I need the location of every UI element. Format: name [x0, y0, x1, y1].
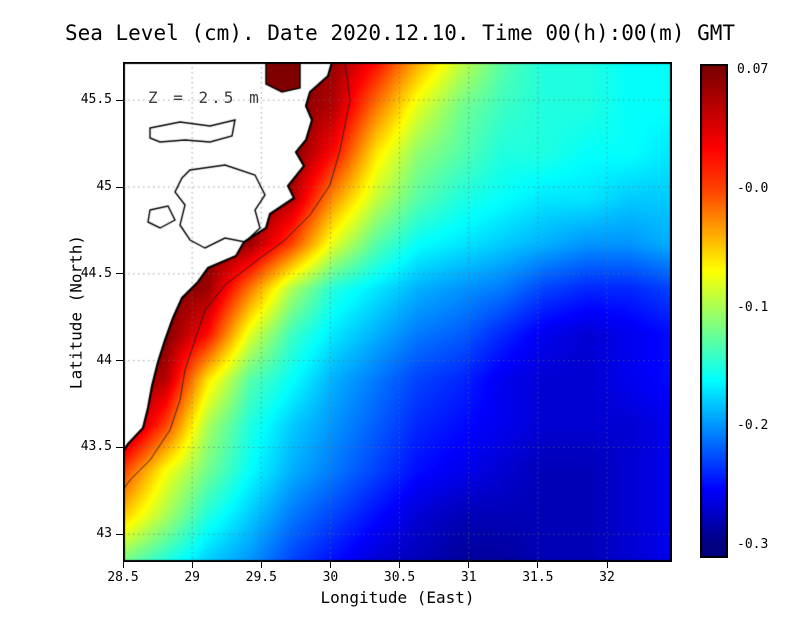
x-tick-label: 30.5: [383, 570, 416, 585]
colorbar-tick-label: 0.07: [737, 62, 769, 78]
x-tick-mark: [399, 562, 401, 568]
x-tick-mark: [468, 562, 470, 568]
x-tick-mark: [329, 562, 331, 568]
heatmap-canvas: [123, 62, 672, 562]
x-tick-label: 29.5: [245, 570, 277, 585]
x-tick-mark: [260, 562, 262, 568]
plot-title: Sea Level (cm). Date 2020.12.10. Time 00…: [64, 21, 736, 45]
x-axis-label: Longitude (East): [320, 588, 475, 607]
x-tick-label: 28.5: [107, 570, 139, 585]
y-tick-label: 43.5: [80, 439, 112, 455]
x-tick-mark: [191, 562, 193, 568]
colorbar-tick-label: -0.1: [737, 299, 769, 315]
depth-annotation: Z = 2.5 m: [148, 88, 262, 107]
x-tick-label: 31: [460, 570, 477, 585]
x-tick-label: 31.5: [522, 570, 554, 585]
y-tick-label: 44.5: [80, 265, 112, 281]
y-tick-mark: [116, 99, 123, 101]
x-tick-mark: [606, 562, 608, 568]
x-tick-label: 29: [184, 570, 200, 585]
y-tick-mark: [116, 273, 123, 275]
y-tick-mark: [116, 186, 123, 188]
colorbar-tick-label: -0.0: [737, 180, 769, 196]
x-tick-mark: [122, 562, 124, 568]
y-tick-mark: [116, 360, 123, 362]
colorbar-tick-label: -0.2: [737, 418, 769, 434]
colorbar-canvas: [700, 64, 728, 558]
x-tick-label: 32: [599, 570, 615, 585]
x-tick-label: 30: [322, 570, 339, 585]
x-tick-mark: [537, 562, 539, 568]
colorbar-tick-label: -0.3: [737, 536, 769, 552]
y-tick-label: 45: [96, 179, 112, 194]
y-tick-label: 44: [96, 352, 112, 368]
y-tick-label: 43: [96, 526, 112, 542]
y-tick-mark: [116, 446, 123, 448]
y-tick-mark: [116, 533, 123, 535]
y-tick-label: 45.5: [80, 92, 112, 108]
